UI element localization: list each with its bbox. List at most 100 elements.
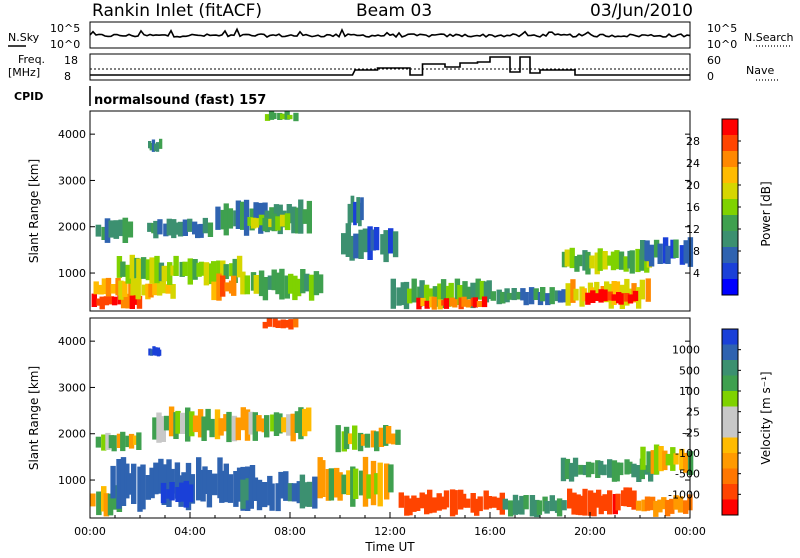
velocity-cell	[636, 465, 642, 482]
power-colorbar-tick-label: 20	[686, 179, 700, 192]
power-cell	[232, 258, 238, 283]
velocity-colorbar-tick-label: -1000	[668, 488, 700, 501]
power-cell	[118, 280, 124, 300]
power-cell	[437, 283, 443, 301]
power-cell	[648, 244, 655, 267]
velocity-cell	[105, 432, 111, 450]
velocity-cell	[236, 467, 243, 502]
power-cell	[148, 283, 154, 298]
velocity-cell	[306, 407, 312, 432]
power-cell	[220, 209, 226, 230]
velocity-cell	[158, 349, 162, 356]
power-cell	[240, 271, 246, 295]
velocity-cell	[320, 460, 326, 497]
velocity-cell	[231, 415, 238, 442]
power-colorbar-swatch	[722, 167, 738, 184]
velocity-cell	[145, 475, 151, 500]
velocity-cell	[179, 482, 185, 502]
power-cell	[602, 289, 608, 302]
power-cell	[486, 280, 492, 300]
power-colorbar-tick-label: 12	[686, 223, 700, 236]
velocity-cell	[384, 463, 390, 500]
power-cell	[420, 297, 426, 307]
power-cell	[149, 257, 155, 284]
cpid-value: normalsound (fast) 157	[94, 93, 266, 108]
power-cell	[554, 290, 561, 302]
velocity-cell	[156, 412, 162, 443]
velocity-cell	[337, 472, 343, 501]
velocity-cell	[362, 456, 369, 507]
velocity-colorbar-tick-label: 100	[679, 385, 700, 398]
power-cell	[166, 218, 172, 236]
power-cell	[279, 268, 285, 300]
velocity-cell	[278, 471, 284, 499]
power-colorbar-swatch	[722, 199, 738, 216]
power-cell	[304, 273, 310, 292]
power-cell	[110, 284, 116, 294]
power-cell	[490, 291, 496, 301]
velocity-ytick-label: 2000	[58, 428, 86, 441]
power-cell	[528, 287, 535, 305]
velocity-cell	[103, 493, 110, 517]
power-cell	[161, 265, 167, 282]
velocity-cell	[183, 480, 190, 508]
velocity-cell	[245, 478, 251, 501]
power-cell	[295, 207, 301, 234]
velocity-cell	[192, 415, 199, 433]
nsearch-label: N.Search	[744, 31, 794, 44]
power-cell	[182, 219, 188, 236]
power-cell	[207, 222, 214, 237]
velocity-cell	[252, 412, 258, 441]
power-cell	[298, 199, 304, 234]
power-cell	[111, 296, 118, 306]
velocity-cell	[589, 462, 595, 475]
velocity-cell	[116, 433, 123, 448]
power-cell	[400, 282, 406, 306]
power-cell	[136, 295, 143, 309]
power-colorbar-swatch	[722, 119, 738, 136]
power-cell	[367, 226, 373, 260]
time-tick-label: 08:00	[274, 525, 306, 538]
velocity-cell	[572, 457, 579, 477]
power-cell	[500, 291, 506, 304]
velocity-cell	[419, 492, 425, 509]
power-cell	[657, 243, 663, 264]
power-cell	[152, 279, 158, 296]
power-cell	[247, 217, 253, 226]
velocity-cell	[101, 434, 107, 451]
velocity-cell	[110, 465, 116, 499]
velocity-cell	[302, 408, 308, 437]
power-cell	[569, 247, 575, 269]
velocity-cell	[383, 425, 389, 446]
power-cell	[295, 278, 302, 297]
velocity-cell	[677, 496, 684, 513]
power-cell	[170, 284, 176, 299]
power-cell	[93, 281, 99, 295]
velocity-cell	[582, 488, 588, 516]
power-cell	[268, 218, 274, 228]
velocity-cell	[197, 409, 204, 438]
power-cell	[229, 263, 235, 277]
power-cell	[353, 201, 357, 226]
velocity-cell	[357, 432, 364, 452]
velocity-cell	[641, 499, 647, 512]
velocity-cell	[483, 490, 489, 510]
velocity-cell	[614, 462, 620, 482]
velocity-cell	[286, 414, 292, 436]
velocity-cell	[175, 410, 181, 434]
power-cell	[624, 278, 630, 306]
velocity-cell	[328, 468, 335, 501]
velocity-cell	[452, 490, 458, 515]
velocity-cell	[388, 464, 394, 493]
velocity-cell	[120, 431, 126, 452]
velocity-cell	[153, 462, 159, 495]
velocity-cell	[149, 467, 155, 499]
power-cell	[250, 272, 257, 291]
power-cell	[141, 284, 147, 296]
velocity-cell	[288, 319, 294, 330]
velocity-cell	[486, 496, 492, 509]
power-cell	[581, 288, 587, 302]
power-cell	[585, 251, 591, 275]
power-cell	[610, 251, 617, 271]
